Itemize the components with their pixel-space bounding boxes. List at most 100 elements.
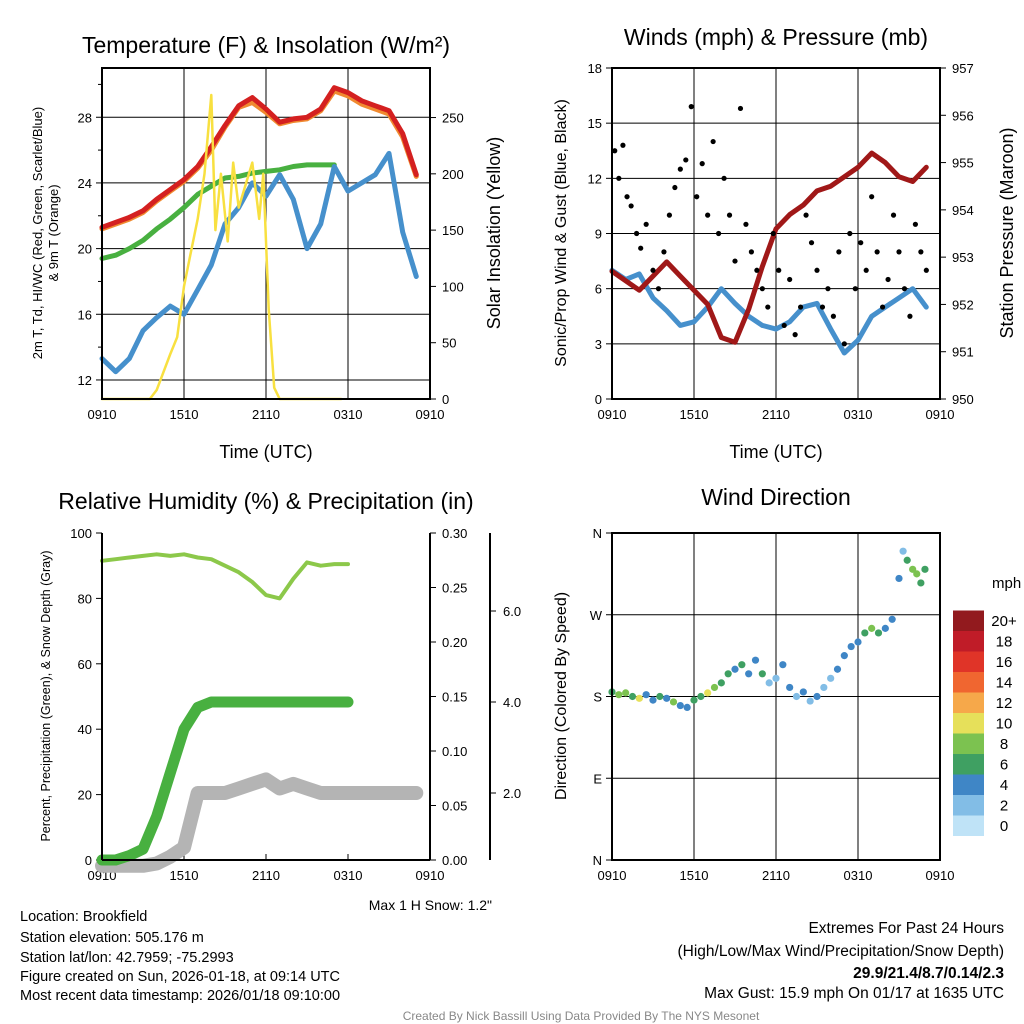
x-tick-label: 1510 [680, 868, 709, 883]
snow-tick-label: 4.0 [503, 695, 521, 710]
y-right-tick-label: 952 [952, 297, 974, 312]
y-right-tick-label: 0.20 [442, 635, 467, 650]
y-tick-label: 3 [595, 337, 602, 352]
colorbar-label: 2 [1000, 798, 1008, 815]
direction-point [663, 694, 671, 702]
credit-text: Created By Nick Bassill Using Data Provi… [403, 1009, 760, 1023]
direction-point [649, 696, 657, 704]
gust-point [699, 161, 705, 167]
y-tick-label: 12 [588, 171, 602, 186]
colorbar-swatch [953, 692, 984, 713]
y-tick-label: 16 [78, 307, 92, 322]
y-right-tick-label: 955 [952, 156, 974, 171]
y-tick-label: 15 [588, 116, 602, 131]
solar-series-line [100, 93, 343, 401]
gust-point [781, 322, 787, 329]
y-right-tick-label: 0 [442, 392, 449, 407]
direction-point [772, 674, 780, 682]
td-series-line [99, 162, 337, 261]
wind-y-label: Sonic/Prop Wind & Gust (Blue, Black) [553, 99, 570, 367]
gust-point [912, 221, 919, 227]
y-right-tick-label: 950 [952, 392, 974, 407]
gust-point [624, 194, 630, 200]
gust-point [721, 175, 727, 181]
direction-point [690, 696, 698, 704]
y-tick-label: 6 [595, 282, 602, 297]
y-tick-label: 40 [78, 722, 92, 737]
colorbar-swatch [953, 754, 984, 775]
x-tick-label: 0310 [844, 868, 873, 883]
rh-series-line [100, 552, 350, 601]
direction-point [704, 689, 712, 697]
direction-point [792, 692, 801, 701]
y-right-tick-label: 50 [442, 336, 456, 351]
x-tick-label: 1510 [680, 407, 709, 422]
y-tick-label: 12 [78, 373, 92, 388]
direction-point [827, 674, 835, 682]
direction-point [622, 689, 630, 697]
direction-point [615, 691, 623, 699]
direction-point [635, 694, 643, 702]
direction-point [899, 547, 907, 555]
wind-y-right-label: Station Pressure (Maroon) [997, 127, 1017, 338]
dir-chart-title: Wind Direction [701, 484, 851, 510]
pressure-series-line [609, 150, 929, 345]
temp-y-label: 2m T, Td, HI/WC (Red, Green, Scarlet/Blu… [30, 107, 45, 359]
direction-point [895, 574, 903, 583]
direction-point [888, 615, 896, 623]
y-right-tick-label: 957 [952, 61, 974, 76]
temp-plot: 0910 1510 2110 0310 0910 12 16 20 24 28 0 50 100 150 2… [78, 67, 464, 422]
colorbar-label: 14 [996, 675, 1013, 692]
colorbar-label: 10 [996, 716, 1013, 733]
direction-point [861, 629, 869, 637]
temp-y-label-2: & 9m T (Orange) [46, 184, 61, 281]
gust-point [743, 221, 749, 227]
direction-point [724, 670, 732, 678]
gust-point [732, 258, 738, 264]
location-text: Location: Brookfield [20, 909, 147, 925]
colorbar-swatch [953, 713, 984, 734]
gust-point [874, 249, 880, 255]
y-tick-label: 28 [78, 110, 92, 125]
gust-point [638, 245, 644, 251]
y-right-tick-label: 250 [442, 111, 464, 126]
direction-point [642, 691, 650, 699]
gust-point [672, 184, 678, 191]
y-tick-label: 18 [588, 61, 602, 76]
y-right-tick-label: 956 [952, 108, 974, 123]
y-tick-label: 0 [85, 853, 92, 868]
colorbar-label: 6 [1000, 757, 1008, 774]
gust-point [737, 105, 744, 112]
max-snow-note: Max 1 H Snow: 1.2" [369, 897, 492, 913]
snow-depth-series-line [95, 772, 424, 873]
gust-point [677, 166, 683, 172]
direction-point [758, 670, 766, 678]
gust-point [655, 286, 662, 292]
x-tick-label: 0910 [598, 868, 627, 883]
y-tick-label: 60 [78, 657, 92, 672]
x-tick-label: 2110 [252, 407, 280, 422]
wind-x-label: Time (UTC) [729, 442, 822, 462]
direction-point [847, 642, 855, 651]
gust-point [765, 304, 771, 310]
y-tick-label: 9 [595, 227, 602, 242]
wind-chart-title: Winds (mph) & Pressure (mb) [624, 24, 928, 50]
direction-point [813, 692, 821, 701]
gust-point [803, 212, 809, 218]
gust-point [688, 104, 694, 110]
gust-point [705, 212, 711, 218]
gust-point [885, 276, 891, 283]
y-right-tick-label: 0.30 [442, 526, 467, 541]
colorbar-label: 12 [996, 695, 1013, 712]
gust-point [748, 249, 755, 255]
y-right-tick-label: 0.00 [442, 853, 467, 868]
gust-point [754, 267, 760, 273]
rh-plot: 0910 1510 2110 0310 09100204060801000.000.05… [70, 526, 521, 883]
y-tick-label: E [593, 771, 602, 786]
y-right-tick-label: 150 [442, 223, 464, 238]
direction-point [786, 683, 794, 692]
direction-point [779, 661, 787, 669]
colorbar-swatch [953, 651, 984, 672]
colorbar-label: 16 [996, 654, 1013, 671]
y-tick-label: S [593, 690, 602, 705]
